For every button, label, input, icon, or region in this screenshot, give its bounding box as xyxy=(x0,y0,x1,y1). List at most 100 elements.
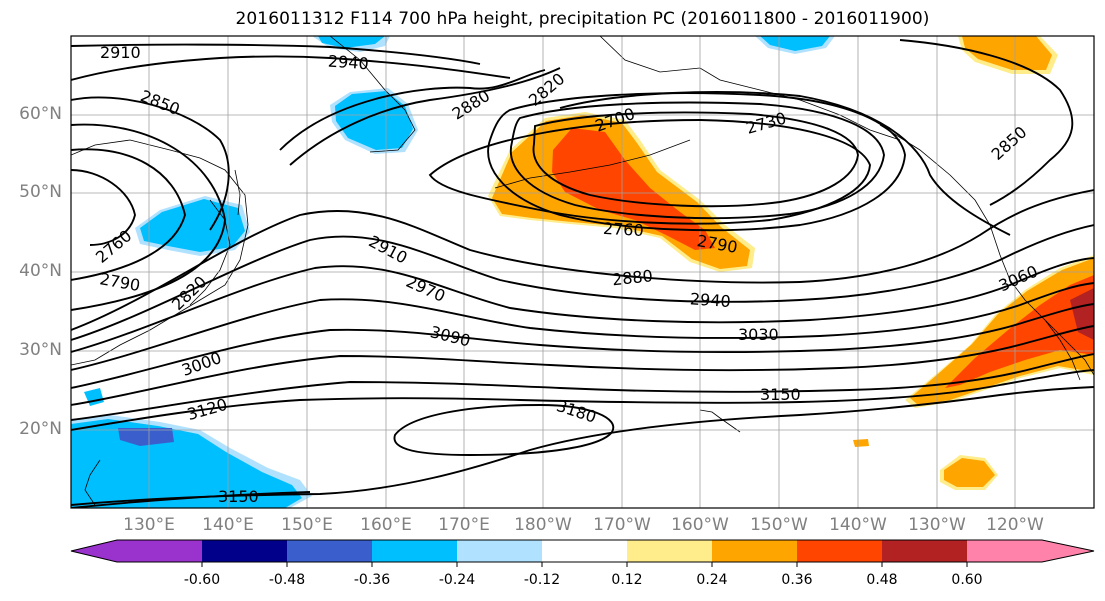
coast-alaska xyxy=(599,36,901,141)
contour-label: 3090 xyxy=(428,322,472,350)
shade-blue-dot-left xyxy=(84,388,104,406)
map-title: 2016011312 F114 700 hPa height, precipit… xyxy=(235,9,930,29)
contour-2850-left xyxy=(71,96,230,231)
colorbar-segment xyxy=(542,540,627,562)
contour-3120 xyxy=(71,369,1094,431)
lat-label-60n: 60°N xyxy=(19,104,62,124)
lat-label-30n: 30°N xyxy=(19,340,62,360)
shade-red-gulf xyxy=(552,128,715,250)
colorbar-segment xyxy=(712,540,797,562)
contour-3150-bottom xyxy=(71,491,311,508)
lon-label-170e: 170°E xyxy=(438,515,490,535)
contour-2820-mid xyxy=(289,67,561,166)
lat-label-50n: 50°N xyxy=(19,182,62,202)
coast-japan xyxy=(189,199,231,306)
contour-label: 2730 xyxy=(744,108,788,137)
colorbar-segment xyxy=(287,540,372,562)
colorbar-tick-label: -0.36 xyxy=(353,572,391,588)
coast-ne-asia xyxy=(84,459,101,506)
contour-2910-top xyxy=(71,43,481,65)
lon-label-130w: 130°W xyxy=(908,515,966,535)
precip-shading-positive xyxy=(488,36,1094,490)
contour-ring-4 xyxy=(428,119,871,225)
colorbar-segment xyxy=(457,540,542,562)
contour-3180 xyxy=(393,404,615,456)
colorbar-segment xyxy=(882,540,967,562)
contour-2760-left xyxy=(71,169,136,246)
contour-3000 xyxy=(71,282,1094,371)
shade-red-west-us xyxy=(945,275,1094,388)
shade-orange-bottom-right xyxy=(944,458,995,487)
contour-2730 xyxy=(559,91,1011,236)
contour-label: 2940 xyxy=(327,51,369,73)
colorbar xyxy=(70,539,1095,567)
contour-label: 2790 xyxy=(98,269,141,295)
coast-na-west xyxy=(879,124,1094,376)
colorbar-tick-label: -0.12 xyxy=(523,572,561,588)
lon-label-170w: 170°W xyxy=(593,515,651,535)
gridlines xyxy=(71,36,1094,508)
contour-3150-main xyxy=(71,386,1094,506)
colorbar-tick-label: 0.24 xyxy=(696,572,728,588)
lon-label-150w: 150°W xyxy=(750,515,808,535)
shade-blue-top-core xyxy=(318,36,385,48)
colorbar-tick-label: -0.24 xyxy=(438,572,476,588)
coast-sakhalin xyxy=(234,169,241,216)
contour-label: 2760 xyxy=(603,219,645,240)
height-contours xyxy=(71,39,1094,508)
plot-frame xyxy=(70,35,1095,509)
contour-2970 xyxy=(71,257,1094,353)
colorbar-tick-label: 0.48 xyxy=(866,572,898,588)
lat-label-40n: 40°N xyxy=(19,261,62,281)
contour-label: 3150 xyxy=(218,487,259,506)
colorbar-outline xyxy=(70,539,1095,563)
lon-label-150e: 150°E xyxy=(281,515,333,535)
colorbar-segment xyxy=(117,540,202,562)
lon-label-120w: 120°W xyxy=(986,515,1044,535)
contour-label: 2910 xyxy=(100,43,141,62)
contour-ring-3 xyxy=(532,111,859,208)
contour-label: 2850 xyxy=(988,122,1031,163)
contour-3060 xyxy=(71,325,1094,406)
contour-label: 3150 xyxy=(760,385,801,404)
contour-2880 xyxy=(279,69,546,151)
coast-baja xyxy=(1044,319,1081,381)
lon-label-180w: 180°W xyxy=(514,515,572,535)
colorbar-segment xyxy=(797,540,882,562)
coast-hawaii xyxy=(699,409,741,433)
contour-label: 2880 xyxy=(449,86,494,124)
contour-3030 xyxy=(71,303,1094,389)
contour-label: 2760 xyxy=(92,226,135,267)
colorbar-tick-label: -0.48 xyxy=(268,572,306,588)
colorbar-tick-label: 0.60 xyxy=(951,572,983,588)
colorbar-segment xyxy=(627,540,712,562)
coast-asia xyxy=(71,139,249,366)
lon-label-160e: 160°E xyxy=(360,515,412,535)
lat-label-20n: 20°N xyxy=(19,419,62,439)
colorbar-segment xyxy=(372,540,457,562)
contour-2850-right xyxy=(899,39,1074,206)
shade-blue-top-right-core xyxy=(760,36,830,51)
contour-3090 xyxy=(71,353,1094,421)
precip-shading-negative xyxy=(71,36,835,508)
contour-label-group: 2910 2940 2850 2880 2820 2700 2730 2850 … xyxy=(92,43,1041,506)
contour-2820-left xyxy=(71,123,226,311)
contour-2940-top xyxy=(71,55,511,81)
colorbar-ticks xyxy=(201,562,968,567)
contour-2790-left xyxy=(71,148,186,281)
shade-orange-top-right xyxy=(962,36,1052,70)
colorbar-arrow-right xyxy=(1042,540,1094,562)
lon-label-140e: 140°E xyxy=(202,515,254,535)
shade-orange-dot xyxy=(853,439,869,447)
lon-label-160w: 160°W xyxy=(671,515,729,535)
colorbar-segment xyxy=(967,540,1042,562)
contour-label: 3030 xyxy=(738,325,779,344)
contour-label: 2910 xyxy=(366,232,411,268)
contour-2940-mid xyxy=(71,224,1094,341)
contour-2910-mid xyxy=(71,189,1094,331)
colorbar-segment xyxy=(202,540,287,562)
contour-label: 2880 xyxy=(611,266,653,289)
contour-label: 2970 xyxy=(403,272,448,306)
contour-label: 2940 xyxy=(689,289,731,311)
